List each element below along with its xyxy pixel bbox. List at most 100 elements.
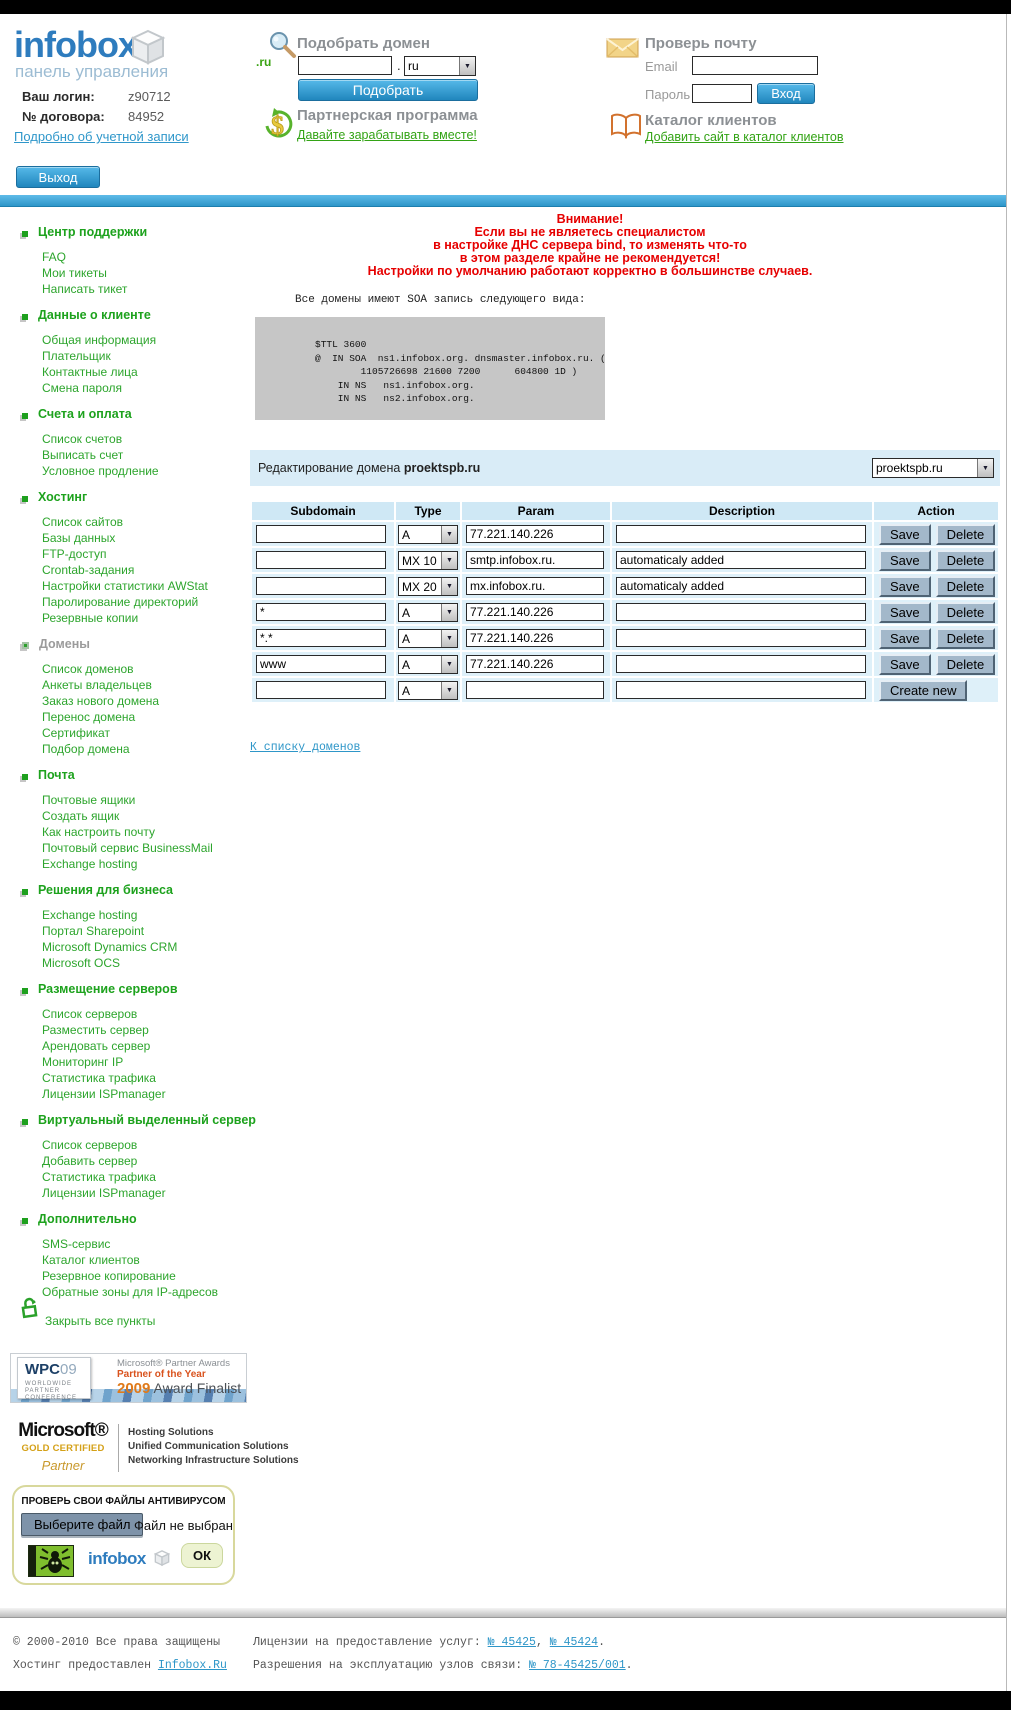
- description-input[interactable]: [616, 681, 866, 699]
- sidebar-item[interactable]: Microsoft OCS: [42, 956, 121, 970]
- sidebar-item[interactable]: Список серверов: [42, 1138, 138, 1152]
- record-type-select[interactable]: A ▼: [398, 680, 458, 700]
- sidebar-item[interactable]: Добавить сервер: [42, 1154, 138, 1168]
- save-button[interactable]: Save: [879, 549, 931, 571]
- record-type-select[interactable]: MX 20 ▼: [398, 576, 458, 596]
- sidebar-item[interactable]: Почтовый сервис BusinessMail: [42, 841, 213, 855]
- save-button[interactable]: Save: [879, 653, 931, 675]
- sidebar-section-header[interactable]: Решения для бизнеса: [14, 882, 246, 897]
- sidebar-section-header[interactable]: Данные о клиенте: [14, 307, 246, 322]
- sidebar-section-header[interactable]: Почта: [14, 767, 246, 782]
- sidebar-item[interactable]: Выписать счет: [42, 448, 124, 462]
- sidebar-item[interactable]: Подбор домена: [42, 742, 130, 756]
- sidebar-section-header[interactable]: Центр поддержки: [14, 224, 246, 239]
- sidebar-item[interactable]: Контактные лица: [42, 365, 138, 379]
- sidebar-item[interactable]: Microsoft Dynamics CRM: [42, 940, 178, 954]
- account-details-link[interactable]: Подробно об учетной записи: [14, 129, 189, 144]
- sidebar-item[interactable]: Перенос домена: [42, 710, 136, 724]
- subdomain-input[interactable]: [256, 681, 386, 699]
- sidebar-item[interactable]: Резервные копии: [42, 611, 139, 625]
- delete-button[interactable]: Delete: [935, 549, 996, 571]
- sidebar-item[interactable]: Crontab-задания: [42, 563, 135, 577]
- sidebar-item[interactable]: Exchange hosting: [42, 857, 138, 871]
- sidebar-section-header[interactable]: Размещение серверов: [14, 981, 246, 996]
- sidebar-item[interactable]: Как настроить почту: [42, 825, 155, 839]
- tld-select[interactable]: ru ▼: [404, 56, 476, 76]
- domain-select[interactable]: proektspb.ru ▼: [872, 458, 994, 478]
- description-input[interactable]: [616, 577, 866, 595]
- sidebar-item[interactable]: Список серверов: [42, 1007, 138, 1021]
- param-input[interactable]: [466, 629, 604, 647]
- subdomain-input[interactable]: [256, 603, 386, 621]
- description-input[interactable]: [616, 655, 866, 673]
- antivirus-ok-button[interactable]: ОК: [181, 1543, 223, 1568]
- collapse-all-link[interactable]: Закрыть все пункты: [45, 1314, 156, 1328]
- sidebar-item[interactable]: Статистика трафика: [42, 1071, 156, 1085]
- sidebar-item[interactable]: SMS-сервис: [42, 1237, 111, 1251]
- delete-button[interactable]: Delete: [935, 653, 996, 675]
- sidebar-item[interactable]: Список сайтов: [42, 515, 124, 529]
- sidebar-item[interactable]: Написать тикет: [42, 282, 128, 296]
- sidebar-item[interactable]: Лицензии ISPmanager: [42, 1087, 166, 1101]
- sidebar-item[interactable]: Арендовать сервер: [42, 1039, 151, 1053]
- sidebar-section-header[interactable]: Виртуальный выделенный сервер: [14, 1112, 256, 1127]
- client-catalog-link[interactable]: Добавить сайт в каталог клиентов: [645, 130, 844, 144]
- license-link[interactable]: № 45425: [487, 1636, 536, 1649]
- sidebar-item[interactable]: Настройки статистики AWStat: [42, 579, 208, 593]
- sidebar-item[interactable]: Паролирование директорий: [42, 595, 199, 609]
- sidebar-item[interactable]: FTP-доступ: [42, 547, 107, 561]
- sidebar-item[interactable]: Сертификат: [42, 726, 110, 740]
- param-input[interactable]: [466, 577, 604, 595]
- delete-button[interactable]: Delete: [935, 627, 996, 649]
- sidebar-item[interactable]: Мои тикеты: [42, 266, 107, 280]
- license-link[interactable]: № 45424: [549, 1636, 599, 1649]
- sidebar-item[interactable]: Заказ нового домена: [42, 694, 160, 708]
- logout-button[interactable]: Выход: [16, 166, 100, 188]
- description-input[interactable]: [616, 551, 866, 569]
- sidebar-item[interactable]: Портал Sharepoint: [42, 924, 145, 938]
- sidebar-item[interactable]: Условное продление: [42, 464, 159, 478]
- param-input[interactable]: [466, 603, 604, 621]
- domain-search-button[interactable]: Подобрать: [298, 79, 478, 101]
- description-input[interactable]: [616, 525, 866, 543]
- choose-file-button[interactable]: Выберите файл: [21, 1513, 144, 1536]
- record-type-select[interactable]: A ▼: [398, 602, 458, 622]
- description-input[interactable]: [616, 629, 866, 647]
- save-button[interactable]: Save: [879, 627, 931, 649]
- subdomain-input[interactable]: [256, 629, 386, 647]
- sidebar-item[interactable]: Анкеты владельцев: [42, 678, 152, 692]
- sidebar-item[interactable]: FAQ: [42, 250, 67, 264]
- password-field[interactable]: [692, 84, 752, 103]
- param-input[interactable]: [466, 551, 604, 569]
- sidebar-item[interactable]: Статистика трафика: [42, 1170, 156, 1184]
- sidebar-item[interactable]: Список счетов: [42, 432, 123, 446]
- sidebar-section-header[interactable]: Счета и оплата: [14, 406, 246, 421]
- sidebar-item[interactable]: Создать ящик: [42, 809, 120, 823]
- delete-button[interactable]: Delete: [935, 601, 996, 623]
- email-field[interactable]: [692, 56, 818, 75]
- sidebar-item[interactable]: Обратные зоны для IP-адресов: [42, 1285, 219, 1299]
- sidebar-item[interactable]: Разместить сервер: [42, 1023, 149, 1037]
- sidebar-item[interactable]: Базы данных: [42, 531, 116, 545]
- create-new-button[interactable]: Create new: [879, 679, 968, 701]
- sidebar-item[interactable]: Лицензии ISPmanager: [42, 1186, 166, 1200]
- description-input[interactable]: [616, 603, 866, 621]
- param-input[interactable]: [466, 525, 604, 543]
- save-button[interactable]: Save: [879, 523, 931, 545]
- subdomain-input[interactable]: [256, 551, 386, 569]
- sidebar-item[interactable]: Плательщик: [42, 349, 111, 363]
- save-button[interactable]: Save: [879, 575, 931, 597]
- partner-program-link[interactable]: Давайте зарабатывать вместе!: [297, 128, 477, 142]
- subdomain-input[interactable]: [256, 577, 386, 595]
- delete-button[interactable]: Delete: [935, 523, 996, 545]
- subdomain-input[interactable]: [256, 655, 386, 673]
- save-button[interactable]: Save: [879, 601, 931, 623]
- back-to-domains-link[interactable]: К списку доменов: [250, 741, 361, 754]
- record-type-select[interactable]: MX 10 ▼: [398, 550, 458, 570]
- sidebar-item[interactable]: Резервное копирование: [42, 1269, 176, 1283]
- delete-button[interactable]: Delete: [935, 575, 996, 597]
- sidebar-section-header[interactable]: Хостинг: [14, 489, 246, 504]
- param-input[interactable]: [466, 655, 604, 673]
- record-type-select[interactable]: A ▼: [398, 654, 458, 674]
- domain-search-input[interactable]: [298, 56, 392, 75]
